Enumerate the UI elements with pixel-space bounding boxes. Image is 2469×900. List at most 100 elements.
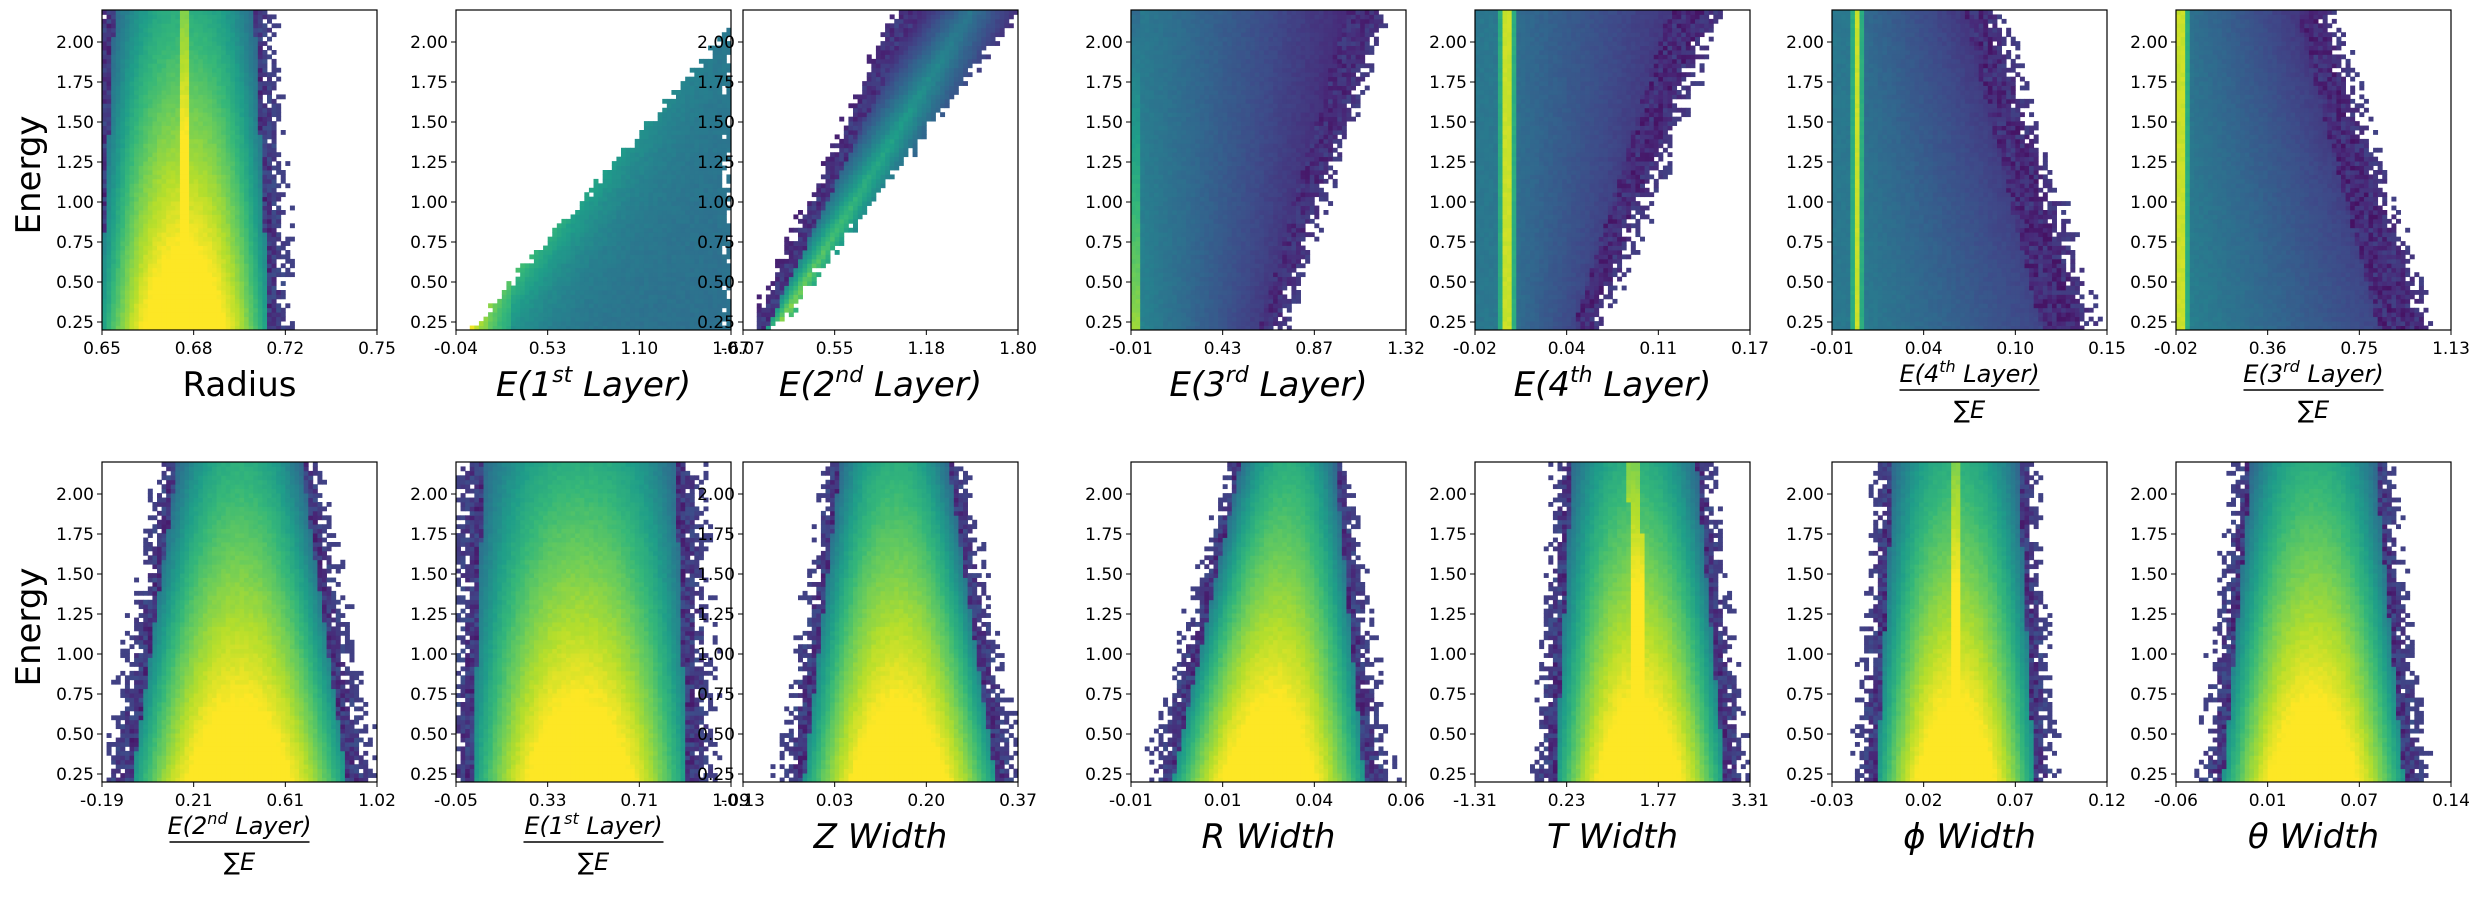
heatmap-cell bbox=[111, 259, 116, 264]
heatmap-cell bbox=[203, 263, 208, 268]
heatmap-cell bbox=[244, 321, 249, 326]
heatmap-cell bbox=[157, 232, 162, 237]
heatmap-cell bbox=[226, 259, 231, 264]
heatmap-cell bbox=[180, 308, 185, 313]
heatmap-cell bbox=[267, 290, 272, 295]
heatmap-cell bbox=[221, 290, 226, 295]
heatmap-cell bbox=[267, 268, 272, 273]
heatmap-cell bbox=[116, 254, 121, 259]
heatmap-cell bbox=[143, 263, 148, 268]
heatmap-cell bbox=[148, 303, 153, 308]
heatmap-cell bbox=[194, 317, 199, 322]
heatmap-cell bbox=[198, 317, 203, 322]
heatmap-cell bbox=[157, 312, 162, 317]
heatmap-cell bbox=[212, 250, 217, 255]
heatmap-cell bbox=[139, 308, 144, 313]
heatmap-cell bbox=[171, 263, 176, 268]
heatmap-cell bbox=[125, 303, 130, 308]
heatmap-cell bbox=[185, 303, 190, 308]
heatmap-cell bbox=[207, 317, 212, 322]
heatmap-cell bbox=[258, 312, 263, 317]
heatmap-cell bbox=[194, 299, 199, 304]
heatmap-cell bbox=[180, 286, 185, 291]
heatmap-cell bbox=[240, 312, 245, 317]
heatmap-cell bbox=[276, 237, 281, 242]
heatmap-cell bbox=[258, 259, 263, 264]
heatmap-cell bbox=[180, 312, 185, 317]
heatmap-cell bbox=[171, 294, 176, 299]
heatmap-cell bbox=[240, 232, 245, 237]
heatmap-cell bbox=[175, 263, 180, 268]
heatmap-cell bbox=[166, 232, 171, 237]
heatmap-cell bbox=[221, 317, 226, 322]
heatmap-cell bbox=[230, 299, 235, 304]
heatmap-cell bbox=[230, 237, 235, 242]
heatmap-cell bbox=[194, 277, 199, 282]
heatmap-cell bbox=[175, 312, 180, 317]
heatmap-cell bbox=[226, 277, 231, 282]
heatmap-cell bbox=[198, 237, 203, 242]
heatmap-cell bbox=[244, 299, 249, 304]
heatmap-cell bbox=[272, 268, 277, 273]
heatmap-cell bbox=[262, 254, 267, 259]
heatmap-cell bbox=[171, 303, 176, 308]
heatmap-cell bbox=[240, 250, 245, 255]
heatmap-cell bbox=[175, 254, 180, 259]
heatmap-cell bbox=[221, 272, 226, 277]
heatmap-cell bbox=[139, 228, 144, 233]
heatmap-cell bbox=[166, 308, 171, 313]
heatmap-cell bbox=[107, 281, 112, 286]
heatmap-cell bbox=[258, 241, 263, 246]
heatmap-cell bbox=[244, 241, 249, 246]
heatmap-cell bbox=[258, 281, 263, 286]
heatmap-cell bbox=[249, 259, 254, 264]
heatmap-cell bbox=[116, 237, 121, 242]
heatmap-cell bbox=[230, 272, 235, 277]
heatmap-cell bbox=[180, 246, 185, 251]
heatmap-cell bbox=[171, 308, 176, 313]
heatmap-cell bbox=[217, 303, 222, 308]
heatmap-cell bbox=[162, 286, 167, 291]
heatmap-cell bbox=[253, 290, 258, 295]
heatmap-cell bbox=[185, 299, 190, 304]
heatmap-cell bbox=[207, 232, 212, 237]
heatmap-cell bbox=[175, 237, 180, 242]
heatmap-cell bbox=[107, 272, 112, 277]
heatmap-cell bbox=[120, 290, 125, 295]
heatmap-cell bbox=[180, 250, 185, 255]
heatmap-cell bbox=[157, 259, 162, 264]
heatmap-cell bbox=[143, 312, 148, 317]
heatmap-cell bbox=[240, 290, 245, 295]
heatmap-cell bbox=[102, 277, 107, 282]
heatmap-cell bbox=[276, 250, 281, 255]
heatmap-cell bbox=[102, 286, 107, 291]
heatmap-cell bbox=[226, 308, 231, 313]
heatmap-cell bbox=[240, 259, 245, 264]
heatmap-cell bbox=[148, 259, 153, 264]
heatmap-cell bbox=[272, 286, 277, 291]
heatmap-cell bbox=[230, 317, 235, 322]
heatmap-cell bbox=[111, 263, 116, 268]
heatmap-cell bbox=[130, 268, 135, 273]
heatmap-cell bbox=[262, 317, 267, 322]
heatmap-cell bbox=[230, 268, 235, 273]
heatmap-cell bbox=[230, 303, 235, 308]
heatmap-cell bbox=[143, 272, 148, 277]
heatmap-cell bbox=[253, 321, 258, 326]
heatmap-cell bbox=[116, 246, 121, 251]
heatmap-cell bbox=[171, 272, 176, 277]
heatmap-cell bbox=[258, 308, 263, 313]
heatmap-cell bbox=[253, 281, 258, 286]
heatmap-cell bbox=[107, 268, 112, 273]
heatmap-cell bbox=[235, 308, 240, 313]
heatmap-cell bbox=[166, 281, 171, 286]
heatmap-cell bbox=[152, 228, 157, 233]
heatmap-cell bbox=[107, 303, 112, 308]
heatmap-cell bbox=[285, 250, 290, 255]
heatmap-cell bbox=[198, 303, 203, 308]
heatmap-cell bbox=[253, 308, 258, 313]
heatmap-cell bbox=[217, 321, 222, 326]
heatmap-cell bbox=[157, 317, 162, 322]
heatmap-cell bbox=[226, 232, 231, 237]
heatmap-cell bbox=[189, 299, 194, 304]
